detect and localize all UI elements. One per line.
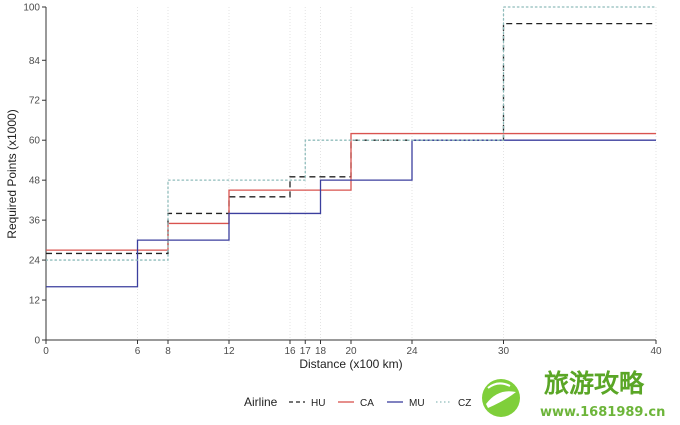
legend-label-mu: MU (409, 398, 425, 409)
legend-label-cz: CZ (458, 398, 471, 409)
y-tick-label: 48 (29, 176, 41, 187)
legend-title: Airline (244, 395, 278, 409)
watermark: 旅游攻略 www.1681989.cn (482, 369, 665, 420)
x-tick-label: 18 (315, 346, 327, 357)
watermark-url: www.1681989.cn (540, 405, 665, 420)
y-tick-label: 24 (29, 256, 41, 267)
x-tick-label: 8 (165, 346, 171, 357)
watermark-title: 旅游攻略 (544, 369, 645, 398)
legend-items: HU CA MU CZ (289, 398, 471, 409)
legend: Airline HU CA MU CZ (244, 395, 471, 409)
y-tick-label: 100 (23, 3, 40, 14)
legend-label-ca: CA (360, 398, 374, 409)
watermark-swoosh-icon (487, 382, 511, 389)
x-tick-label: 0 (43, 346, 49, 357)
y-tick-label: 12 (29, 296, 41, 307)
series-lines (45, 6, 657, 288)
x-tick-label: 30 (498, 346, 510, 357)
x-tick-label: 6 (135, 346, 141, 357)
legend-label-hu: HU (311, 398, 325, 409)
y-tick-label: 36 (29, 216, 41, 227)
watermark-logo (482, 379, 520, 417)
x-tick-label: 24 (406, 346, 418, 357)
y-tick-label: 60 (29, 136, 41, 147)
x-axis-label: Distance (x100 km) (299, 357, 402, 371)
y-axis-label: Required Points (x1000) (5, 109, 19, 238)
series-line-mu (46, 139, 656, 288)
x-tick-label: 16 (284, 346, 296, 357)
x-tick-label: 12 (223, 346, 235, 357)
x-tick-label: 17 (300, 346, 312, 357)
tick-labels: 0 6 8 12 16 17 18 20 24 30 40 0 12 24 36 48 60 72 84 100 (23, 3, 662, 358)
x-tick-label: 20 (345, 346, 357, 357)
y-tick-label: 72 (29, 96, 41, 107)
x-tick-label: 40 (650, 346, 662, 357)
series-line-cz (45, 6, 657, 261)
y-tick-label: 0 (34, 336, 40, 347)
y-tick-label: 84 (29, 56, 41, 67)
watermark-leaf-icon (486, 391, 516, 408)
